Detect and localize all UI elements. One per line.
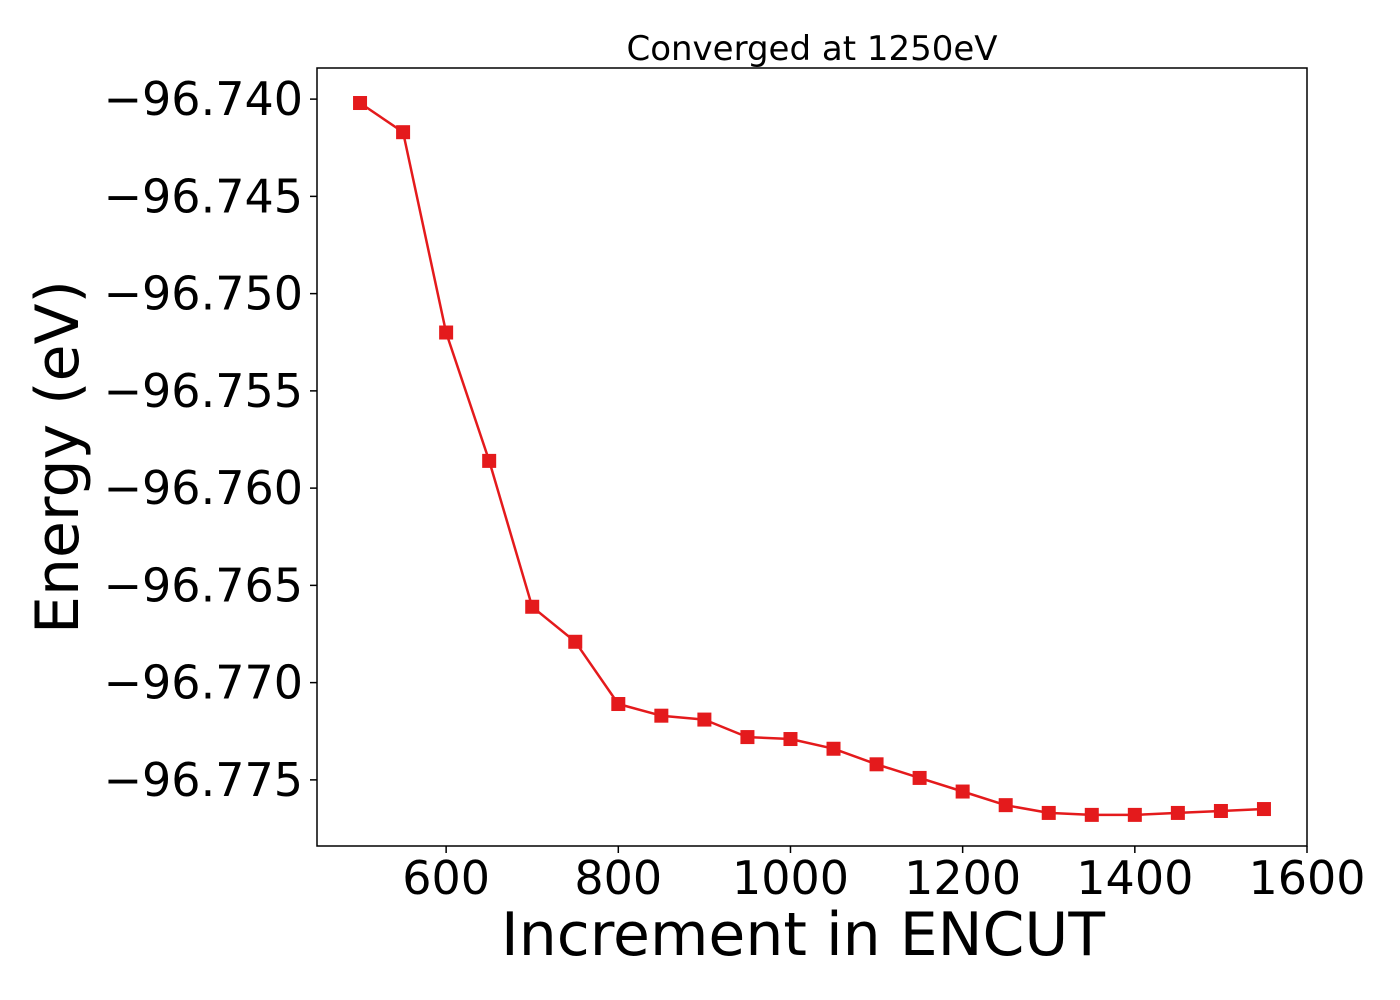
data-point-marker xyxy=(783,732,798,747)
data-point-marker xyxy=(654,708,669,723)
x-tick-label: 1200 xyxy=(904,851,1021,905)
y-axis-ticks: −96.740 −96.745 −96.750 −96.755 −96.760 −96.7… xyxy=(104,72,317,807)
data-point-marker xyxy=(353,96,368,111)
data-point-marker xyxy=(998,798,1013,813)
data-point-marker xyxy=(1256,802,1271,817)
data-point-marker xyxy=(1084,807,1099,822)
y-tick-label: −96.745 xyxy=(104,169,304,223)
data-point-marker xyxy=(611,697,626,712)
y-tick-label: −96.750 xyxy=(104,267,304,321)
y-tick-label: −96.760 xyxy=(104,461,304,515)
y-axis-label: Energy (eV) xyxy=(23,280,93,634)
plot-frame xyxy=(316,67,1308,847)
y-tick-label: −96.740 xyxy=(104,72,304,126)
data-point-marker xyxy=(1041,805,1056,820)
x-tick-label: 800 xyxy=(574,851,662,905)
x-tick-label: 600 xyxy=(402,851,490,905)
data-point-marker xyxy=(697,712,712,727)
x-tick-label: 1000 xyxy=(732,851,849,905)
data-point-marker xyxy=(912,770,927,785)
x-axis-label: Increment in ENCUT xyxy=(501,900,1105,970)
data-point-marker xyxy=(740,730,755,745)
data-point-marker xyxy=(482,453,497,468)
chart-title: Converged at 1250eV xyxy=(626,29,997,69)
data-point-marker xyxy=(955,784,970,799)
y-tick-label: −96.775 xyxy=(104,753,304,807)
data-point-marker xyxy=(525,599,540,614)
data-point-marker xyxy=(869,757,884,772)
data-point-marker xyxy=(1127,807,1142,822)
y-tick-label: −96.770 xyxy=(104,656,304,710)
x-axis-ticks: 600 800 1000 1200 1400 1600 xyxy=(402,846,1366,905)
data-point-marker xyxy=(1170,805,1185,820)
plot-area xyxy=(353,96,1271,822)
y-tick-label: −96.765 xyxy=(104,558,304,612)
x-tick-label: 1600 xyxy=(1248,851,1365,905)
y-tick-label: −96.755 xyxy=(104,364,304,418)
data-point-marker xyxy=(568,634,583,649)
data-point-marker xyxy=(439,325,454,340)
data-point-marker xyxy=(1213,803,1228,818)
data-point-marker xyxy=(396,125,411,140)
series-line xyxy=(359,101,1265,817)
data-point-marker xyxy=(826,741,841,756)
x-tick-label: 1400 xyxy=(1076,851,1193,905)
